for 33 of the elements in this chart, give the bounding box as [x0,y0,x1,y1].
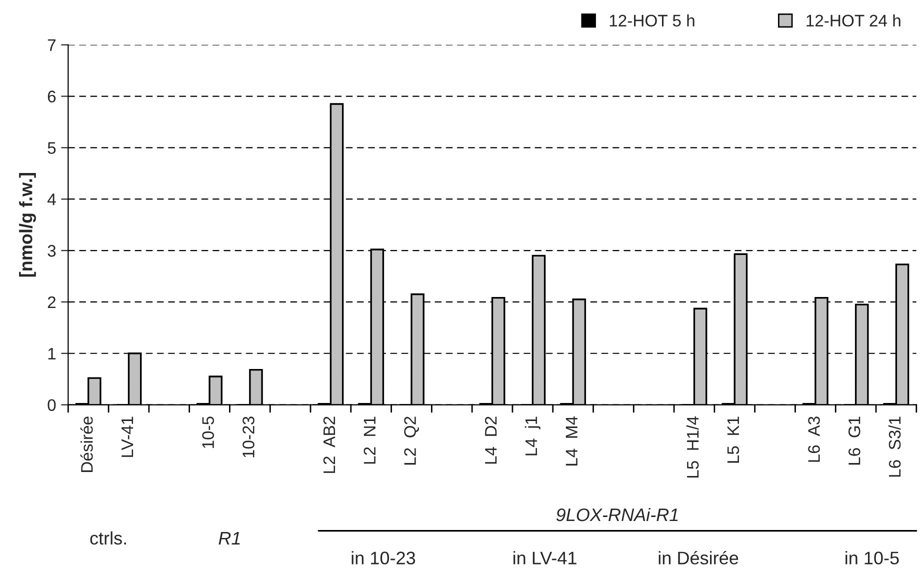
legend-label: 12-HOT 5 h [610,14,694,27]
y-tick-label: 5 [48,142,56,154]
x-tick-label: L4 M4 [566,416,578,466]
legend-label: 12-HOT 24 h [806,14,900,27]
x-tick-label: L6 G1 [848,416,860,465]
y-tick-label: 7 [48,39,56,51]
x-tick-label: L5 K1 [727,416,740,463]
y-tick-label: 2 [48,296,56,308]
y-tick-label: 1 [48,348,56,360]
x-tick-label: L2 Q2 [404,416,419,465]
x-tick-label: L4 D2 [484,416,497,464]
y-tick-label: 4 [47,194,56,206]
x-tick-label: L2 N1 [364,416,376,464]
x-tick-label: LV-41 [122,416,134,457]
text: in 10-5 [846,551,899,564]
x-tick-label: Désirée [80,416,93,472]
text: in Désirée [658,550,738,564]
text: in LV-41 [514,551,576,564]
x-tick-label: 10-5 [202,416,214,448]
text: in 10-23 [352,551,416,564]
x-tick-label: L2 AB2 [323,416,336,473]
x-tick-label: L5 H1/4 [686,416,699,478]
x-tick-label: L6 S3/1 [888,416,901,477]
y-axis-title: [nmol/g f.w.] [19,173,36,277]
text: 9LOX-RNAi-R1 [556,508,678,522]
y-tick-label: 6 [48,90,56,102]
x-tick-label: L4 j1 [524,416,540,456]
x-tick-label: L6 A3 [808,416,820,462]
x-tick-label: 10-23 [242,416,254,458]
text: R1 [218,532,240,544]
text: ctrls. [90,531,126,545]
y-tick-label: 0 [48,399,56,412]
y-tick-label: 3 [48,244,56,257]
